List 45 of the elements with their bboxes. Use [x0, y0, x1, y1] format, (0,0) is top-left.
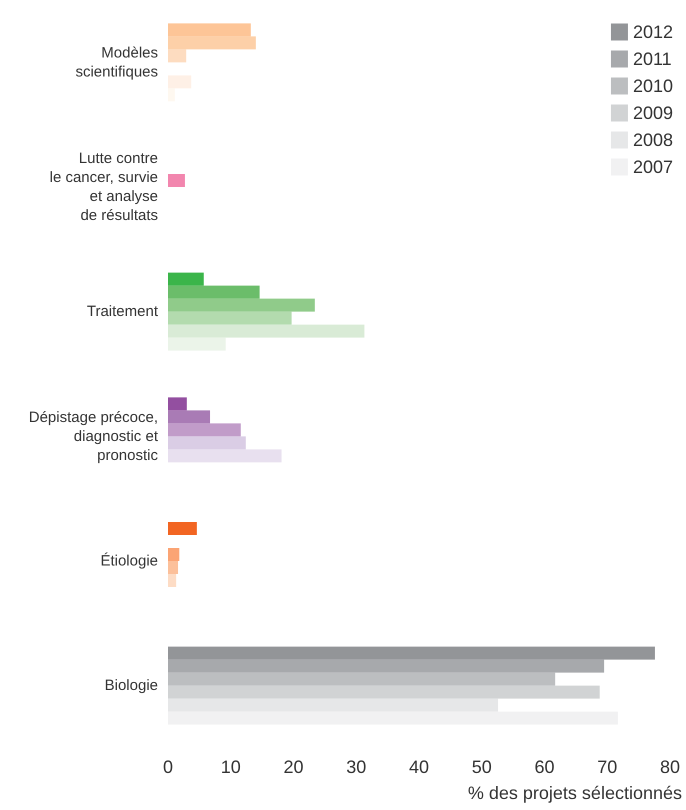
y-tick-label: Traitement [86, 303, 159, 320]
x-tick-label: 50 [472, 757, 492, 777]
x-tick-label: 70 [597, 757, 618, 777]
x-tick-label: 40 [408, 757, 430, 777]
bar [168, 548, 180, 561]
bar [168, 286, 260, 299]
y-tick-label: Modèles scientifiques [75, 44, 158, 80]
bar [168, 686, 600, 699]
bar [168, 660, 604, 673]
bar [168, 338, 226, 351]
bar [168, 574, 176, 587]
bar [168, 298, 315, 312]
legend-label: 2009 [632, 103, 674, 123]
bar [168, 423, 241, 436]
bar [168, 410, 210, 424]
y-tick-label: Dépistage précoce, diagnostic et pronostic [28, 408, 159, 464]
bar [168, 561, 178, 574]
bar [168, 272, 204, 286]
bar [168, 174, 185, 187]
x-tick-label: 0 [162, 757, 174, 777]
bar [168, 436, 246, 450]
y-tick-label: Biologie [104, 677, 158, 694]
x-axis-title: % des projets sélectionnés [468, 783, 682, 803]
legend-label: 2008 [632, 130, 674, 150]
legend-label: 2012 [632, 22, 674, 42]
bar [168, 672, 556, 686]
bar [168, 646, 655, 660]
legend-label: 2007 [632, 157, 674, 177]
legend-label: 2010 [632, 76, 674, 96]
bar [168, 23, 251, 36]
x-tick-label: 10 [220, 757, 241, 777]
bar [168, 449, 282, 462]
legend-label: 2011 [632, 49, 672, 69]
bar [168, 312, 292, 325]
bar [168, 36, 256, 50]
x-tick-label: 80 [660, 757, 680, 777]
bar [168, 397, 187, 410]
bar [168, 522, 197, 535]
bar [168, 324, 364, 338]
x-tick-label: 20 [283, 757, 304, 777]
x-tick-label: 30 [346, 757, 366, 777]
y-tick-label: Lutte contre le cancer, survie et analyse de résultats [50, 150, 158, 224]
bar [168, 49, 186, 62]
x-tick-label: 60 [534, 757, 555, 777]
y-tick-label: Étiologie [100, 552, 158, 570]
